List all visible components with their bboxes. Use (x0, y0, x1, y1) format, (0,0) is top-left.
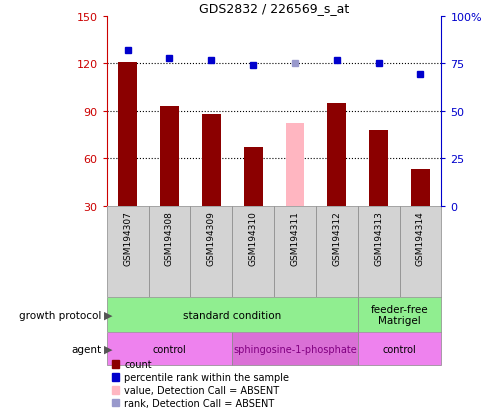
Bar (327, 104, 346, 206)
Text: standard condition: standard condition (182, 310, 281, 320)
Text: GSM194314: GSM194314 (415, 211, 424, 266)
Bar (357, 297, 440, 332)
Text: agent: agent (72, 344, 102, 354)
Text: ▶: ▶ (104, 344, 113, 354)
Text: sphingosine-1-phosphate: sphingosine-1-phosphate (233, 344, 356, 354)
Text: GSM194311: GSM194311 (290, 211, 299, 266)
Bar (315, 206, 357, 297)
Bar (232, 332, 357, 366)
Text: GSM194308: GSM194308 (165, 211, 174, 266)
Bar (201, 115, 220, 206)
Bar (190, 206, 232, 297)
Text: feeder-free
Matrigel: feeder-free Matrigel (370, 304, 427, 326)
Bar (148, 206, 190, 297)
Bar (106, 297, 357, 332)
Text: GSM194307: GSM194307 (123, 211, 132, 266)
Bar (357, 206, 399, 297)
Text: GSM194310: GSM194310 (248, 211, 257, 266)
Bar (399, 206, 440, 297)
Bar (160, 107, 179, 206)
Bar (118, 62, 137, 206)
Text: growth protocol: growth protocol (19, 310, 102, 320)
Bar (357, 332, 440, 366)
Text: GSM194313: GSM194313 (373, 211, 382, 266)
Bar (368, 131, 387, 206)
Text: control: control (152, 344, 186, 354)
Bar (106, 206, 148, 297)
Text: GSM194309: GSM194309 (206, 211, 215, 266)
Bar (232, 206, 273, 297)
Text: GSM194312: GSM194312 (332, 211, 341, 266)
Bar (106, 332, 232, 366)
Text: control: control (382, 344, 416, 354)
Bar (410, 170, 429, 206)
Bar (273, 206, 315, 297)
Legend: count, percentile rank within the sample, value, Detection Call = ABSENT, rank, : count, percentile rank within the sample… (111, 360, 288, 408)
Bar (243, 148, 262, 206)
Text: ▶: ▶ (104, 310, 113, 320)
Bar (285, 124, 304, 206)
Title: GDS2832 / 226569_s_at: GDS2832 / 226569_s_at (198, 2, 348, 15)
